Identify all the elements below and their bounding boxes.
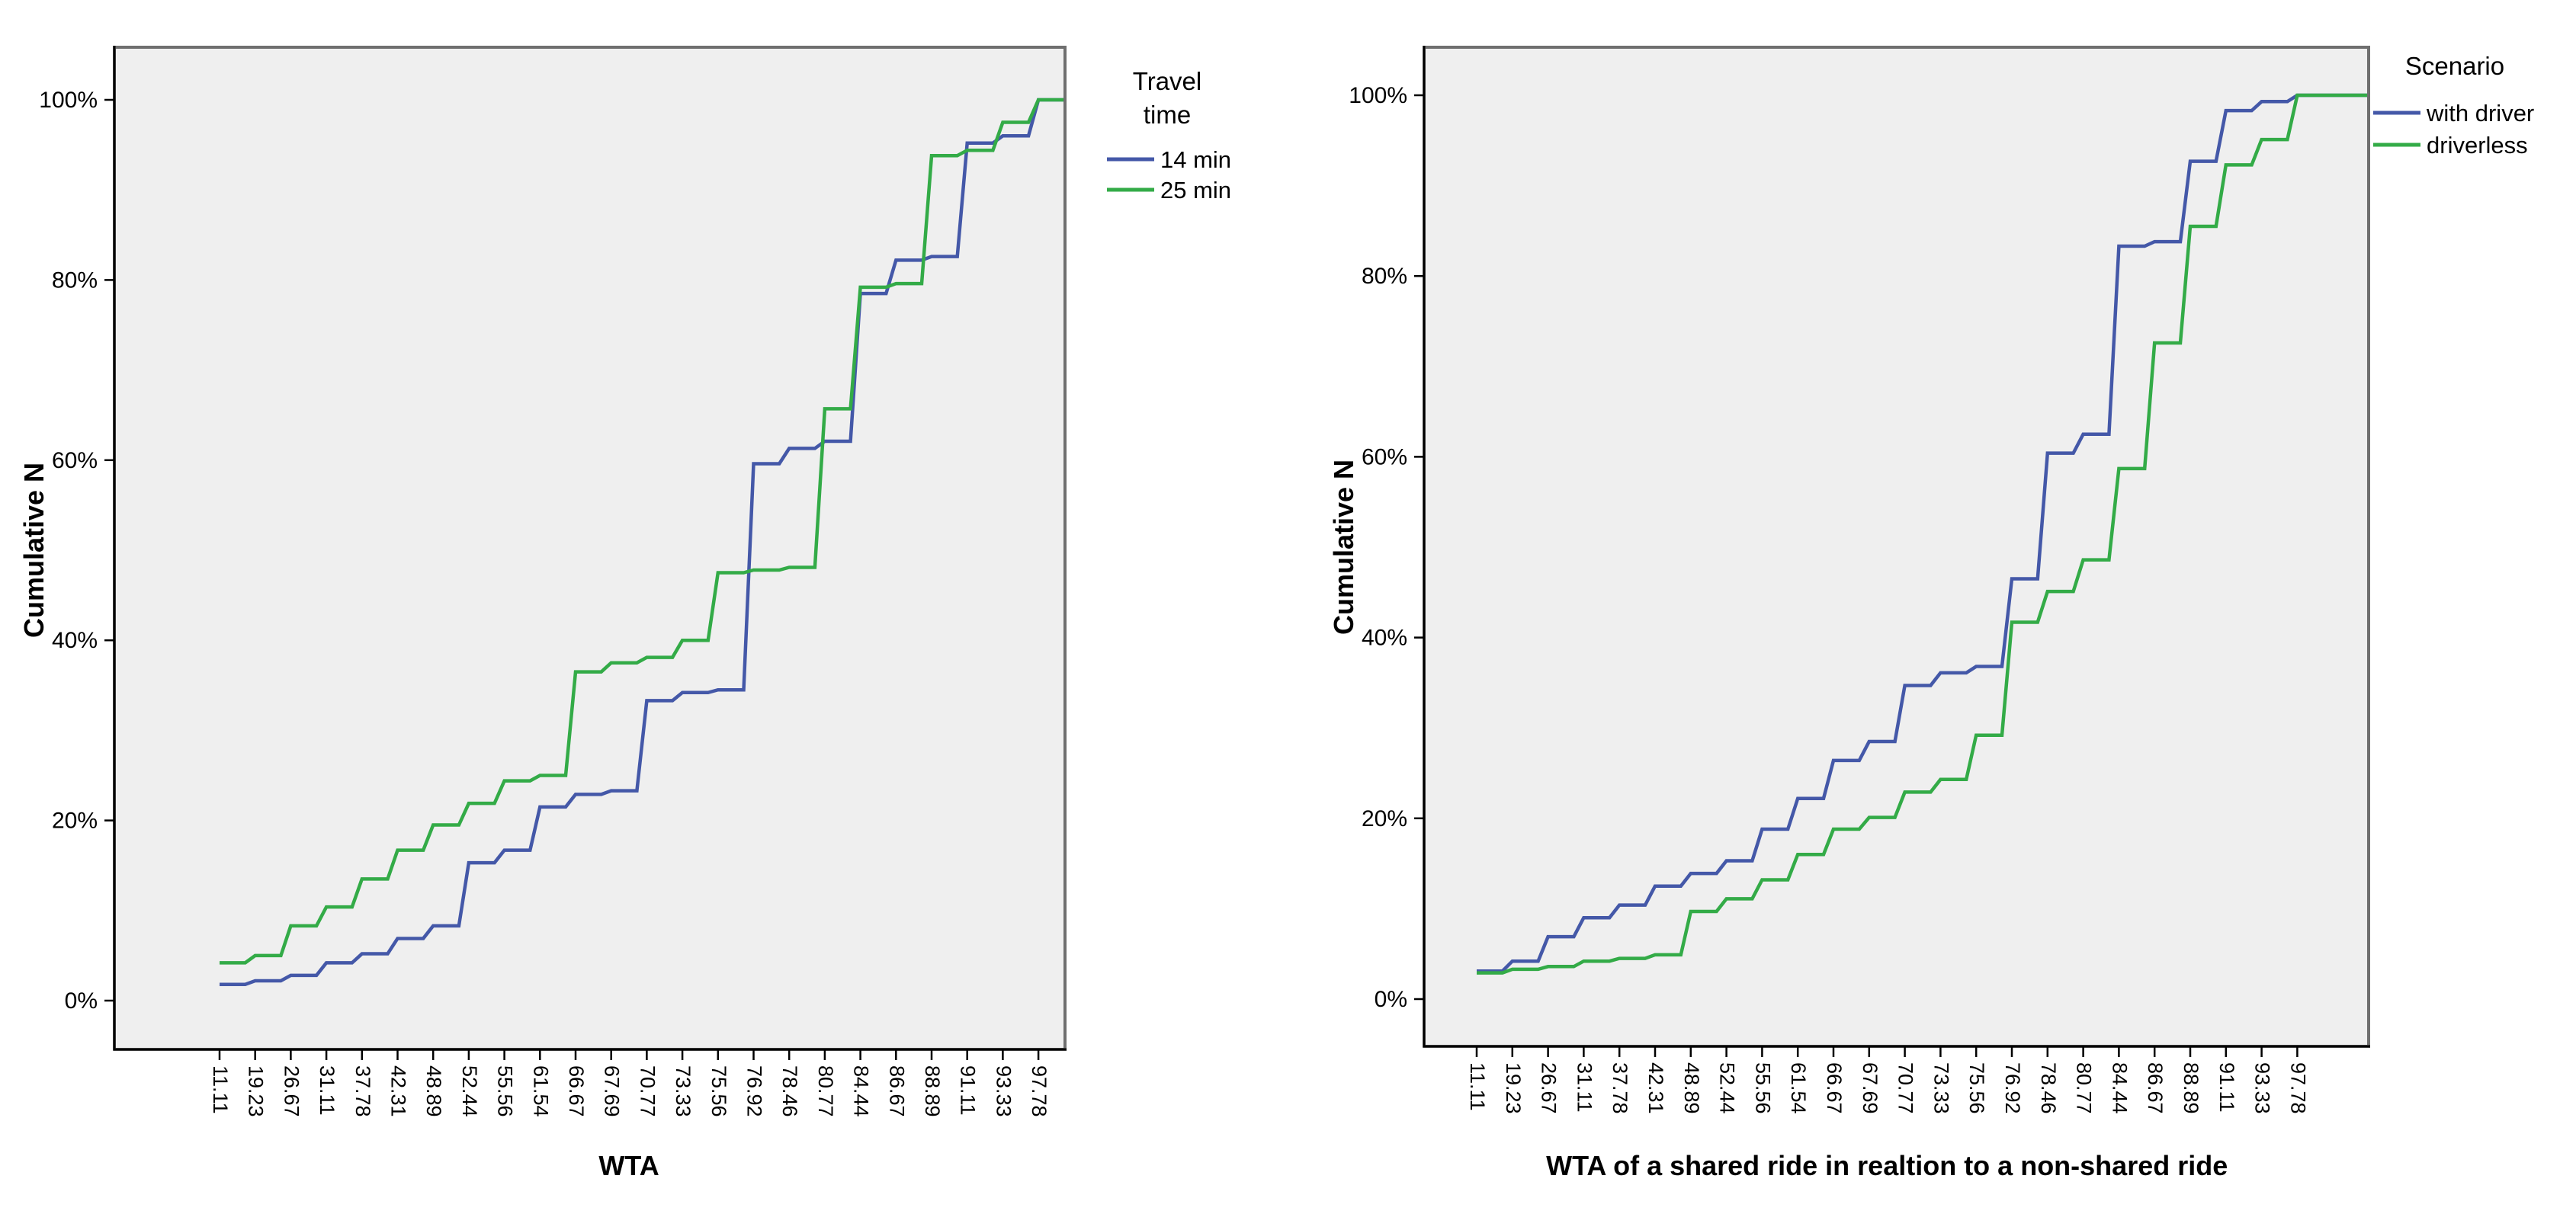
x-tick-label: 48.89 [1680,1062,1703,1114]
y-tick-label: 80% [52,267,98,293]
y-axis-title: Cumulative N [1328,460,1359,635]
x-tick-label: 86.67 [2144,1062,2167,1114]
y-tick-label: 20% [1362,806,1407,831]
x-tick-label: 91.11 [957,1065,980,1116]
y-tick-label: 0% [1375,987,1407,1012]
y-tick-label: 60% [1362,444,1407,469]
y-tick-label: 80% [1362,264,1407,289]
legend-item-label: 14 min [1160,146,1231,173]
x-tick-label: 26.67 [1538,1062,1561,1114]
y-axis-title: Cumulative N [18,463,50,638]
x-tick-label: 97.78 [1028,1065,1051,1117]
x-tick-label: 66.67 [1823,1062,1846,1114]
x-tick-label: 31.11 [1573,1062,1596,1113]
legend-item-label: driverless [2427,132,2528,159]
x-tick-label: 91.11 [2215,1062,2238,1113]
x-tick-label: 86.67 [885,1065,908,1117]
x-tick-label: 88.89 [2180,1062,2202,1114]
legend-title: Scenario [2405,52,2504,80]
x-tick-label: 66.67 [565,1065,588,1117]
x-tick-label: 31.11 [316,1065,338,1116]
legend-item: 14 min [1107,146,1231,173]
legend-item-label: with driver [2426,100,2534,127]
x-tick-label: 80.77 [814,1065,837,1117]
x-tick-label: 73.33 [1930,1062,1952,1114]
legend-title: time [1144,101,1191,129]
x-tick-label: 61.54 [1787,1062,1810,1114]
x-tick-label: 70.77 [1894,1062,1917,1114]
y-tick-label: 40% [52,628,98,653]
legend-item-label: 25 min [1160,177,1231,203]
y-tick-label: 60% [52,448,98,473]
legend-item: 25 min [1107,177,1231,203]
y-tick-label: 0% [65,988,98,1014]
x-tick-label: 11.11 [209,1065,232,1114]
y-tick-label: 100% [39,88,98,113]
x-tick-label: 80.77 [2073,1062,2096,1114]
x-tick-label: 55.56 [1751,1062,1774,1114]
x-tick-label: 70.77 [636,1065,659,1117]
legend-title: Travel [1133,67,1201,95]
chart-left: 0% 20% 40% 60% 80% 100% 11.11 19.23 26.67 31.11 37… [18,46,1231,1181]
series-line-driverless [1477,93,2367,975]
x-tick-label: 93.33 [2251,1062,2274,1114]
legend: Travel time 14 min 25 min [1107,67,1231,203]
x-tick-label: 42.31 [387,1065,410,1117]
x-tick-label: 76.92 [743,1065,766,1117]
x-tick-label: 26.67 [280,1065,303,1117]
x-tick-label: 19.23 [1502,1062,1525,1114]
x-tick-label: 78.46 [2037,1062,2060,1114]
series-line-25-min [220,98,1063,965]
x-tick-label: 78.46 [778,1065,801,1117]
plot-area [114,47,1065,1049]
x-tick-label: 19.23 [245,1065,268,1117]
x-tick-label: 84.44 [850,1065,873,1117]
x-tick-label: 11.11 [1466,1062,1489,1111]
y-tick-label: 40% [1362,626,1407,651]
x-tick-label: 88.89 [921,1065,944,1117]
plot-area [1424,47,2369,1046]
x-tick-label: 93.33 [992,1065,1015,1117]
legend-item: with driver [2373,100,2534,127]
x-tick-label: 76.92 [2001,1062,2024,1114]
x-tick-label: 67.69 [601,1065,624,1117]
chart-right: 0% 20% 40% 60% 80% 100% 11.11 19.23 26.67 31.11 37… [1328,46,2534,1181]
x-tick-label: 67.69 [1859,1062,1881,1114]
x-tick-label: 75.56 [707,1065,730,1117]
x-tick-label: 52.44 [1716,1062,1739,1114]
x-tick-label: 55.56 [494,1065,517,1117]
legend: Scenario with driver driverless [2373,52,2534,159]
y-tick-label: 100% [1349,83,1407,108]
x-tick-label: 61.54 [529,1065,552,1117]
x-tick-label: 75.56 [1965,1062,1988,1114]
series-line-with-driver [1477,93,2367,973]
x-tick-label: 37.78 [1609,1062,1631,1114]
y-tick-label: 20% [52,809,98,834]
x-tick-label: 73.33 [672,1065,695,1117]
x-tick-label: 97.78 [2286,1062,2309,1114]
x-tick-label: 37.78 [351,1065,374,1117]
x-tick-label: 52.44 [458,1065,481,1117]
x-axis-title: WTA of a shared ride in realtion to a no… [1546,1150,2228,1181]
legend-item: driverless [2373,132,2528,159]
x-tick-label: 42.31 [1644,1062,1667,1114]
x-axis-title: WTA [598,1150,659,1181]
x-tick-label: 84.44 [2108,1062,2131,1114]
x-tick-label: 48.89 [422,1065,445,1117]
